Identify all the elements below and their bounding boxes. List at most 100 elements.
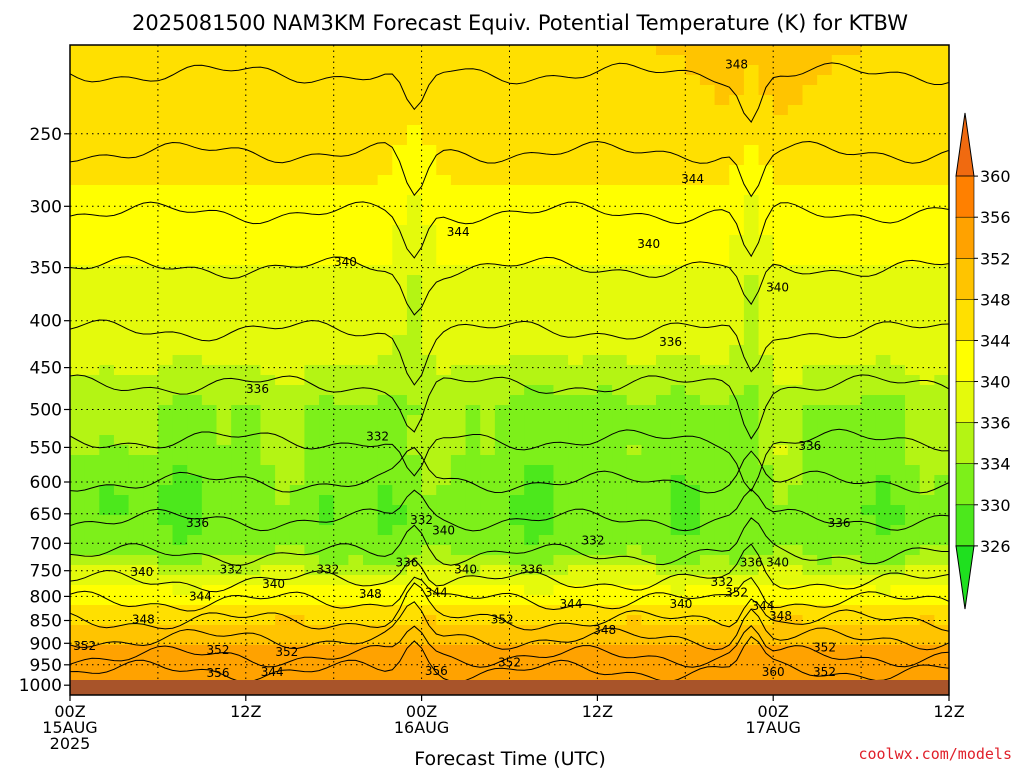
heatmap-cell bbox=[465, 455, 481, 466]
heatmap-cell bbox=[758, 145, 774, 156]
heatmap-cell bbox=[84, 375, 100, 386]
heatmap-cell bbox=[113, 85, 130, 96]
heatmap-cell bbox=[582, 445, 598, 456]
heatmap-cell bbox=[319, 575, 335, 586]
heatmap-cell bbox=[172, 585, 188, 596]
heatmap-cell bbox=[685, 395, 701, 406]
heatmap-cell bbox=[143, 305, 159, 316]
contour-label: 340 bbox=[766, 281, 789, 295]
heatmap-cell bbox=[157, 615, 174, 626]
heatmap-cell bbox=[612, 45, 628, 56]
heatmap-cell bbox=[802, 495, 818, 506]
heatmap-cell bbox=[817, 285, 833, 296]
heatmap-cell bbox=[758, 105, 774, 116]
heatmap-cell bbox=[319, 145, 335, 156]
heatmap-cell bbox=[553, 615, 569, 626]
heatmap-cell bbox=[656, 375, 672, 386]
heatmap-cell bbox=[905, 275, 921, 286]
heatmap-cell bbox=[597, 595, 613, 606]
heatmap-cell bbox=[875, 615, 891, 626]
heatmap-cell bbox=[787, 495, 804, 506]
heatmap-cell bbox=[846, 135, 862, 146]
heatmap-cell bbox=[143, 455, 159, 466]
heatmap-cell bbox=[128, 65, 144, 76]
heatmap-cell bbox=[377, 495, 393, 506]
heatmap-cell bbox=[231, 595, 247, 606]
heatmap-cell bbox=[494, 635, 511, 646]
heatmap-cell bbox=[348, 465, 364, 476]
heatmap-cell bbox=[319, 105, 335, 116]
heatmap-cell bbox=[699, 95, 716, 106]
heatmap-cell bbox=[875, 645, 891, 656]
heatmap-cell bbox=[919, 475, 935, 486]
heatmap-cell bbox=[670, 125, 686, 136]
heatmap-cell bbox=[421, 295, 437, 306]
heatmap-cell bbox=[128, 45, 144, 56]
heatmap-cell bbox=[275, 325, 291, 336]
heatmap-cell bbox=[157, 375, 174, 386]
heatmap-cell bbox=[392, 145, 408, 156]
heatmap-cell bbox=[641, 395, 657, 406]
heatmap-cell bbox=[172, 535, 188, 546]
heatmap-cell bbox=[113, 615, 130, 626]
heatmap-cell bbox=[363, 215, 379, 226]
heatmap-cell bbox=[289, 645, 305, 656]
heatmap-cell bbox=[758, 485, 774, 496]
heatmap-cell bbox=[875, 55, 891, 66]
heatmap-cell bbox=[319, 595, 335, 606]
heatmap-cell bbox=[743, 245, 760, 256]
heatmap-cell bbox=[99, 335, 115, 346]
heatmap-cell bbox=[113, 185, 130, 196]
heatmap-cell bbox=[890, 435, 906, 446]
heatmap-cell bbox=[626, 595, 642, 606]
heatmap-cell bbox=[187, 575, 203, 586]
heatmap-cell bbox=[905, 515, 921, 526]
heatmap-cell bbox=[99, 425, 115, 436]
heatmap-cell bbox=[670, 285, 686, 296]
heatmap-cell bbox=[509, 145, 525, 156]
heatmap-cell bbox=[70, 105, 86, 116]
heatmap-cell bbox=[758, 405, 774, 416]
heatmap-cell bbox=[597, 585, 613, 596]
heatmap-cell bbox=[70, 235, 86, 246]
heatmap-cell bbox=[231, 485, 247, 496]
heatmap-cell bbox=[157, 165, 174, 176]
heatmap-cell bbox=[553, 125, 569, 136]
heatmap-cell bbox=[875, 475, 891, 486]
heatmap-cell bbox=[934, 105, 949, 116]
heatmap-cell bbox=[699, 325, 716, 336]
heatmap-cell bbox=[509, 405, 525, 416]
heatmap-cell bbox=[377, 135, 393, 146]
heatmap-cell bbox=[421, 145, 437, 156]
heatmap-cell bbox=[275, 555, 291, 566]
heatmap-cell bbox=[919, 305, 935, 316]
heatmap-cell bbox=[612, 165, 628, 176]
heatmap-cell bbox=[333, 295, 349, 306]
heatmap-cell bbox=[392, 585, 408, 596]
heatmap-cell bbox=[275, 275, 291, 286]
heatmap-cell bbox=[157, 255, 174, 266]
heatmap-cell bbox=[143, 65, 159, 76]
heatmap-cell bbox=[714, 395, 730, 406]
heatmap-cell bbox=[392, 85, 408, 96]
heatmap-cell bbox=[289, 635, 305, 646]
heatmap-cell bbox=[260, 665, 276, 676]
heatmap-cell bbox=[861, 545, 877, 556]
heatmap-cell bbox=[685, 595, 701, 606]
heatmap-cell bbox=[304, 295, 320, 306]
heatmap-cell bbox=[99, 505, 115, 516]
heatmap-cell bbox=[406, 205, 423, 216]
heatmap-cell bbox=[216, 395, 232, 406]
heatmap-cell bbox=[538, 125, 555, 136]
heatmap-cell bbox=[99, 475, 115, 486]
heatmap-cell bbox=[392, 355, 408, 366]
heatmap-cell bbox=[480, 495, 496, 506]
heatmap-cell bbox=[289, 135, 305, 146]
heatmap-cell bbox=[304, 95, 320, 106]
heatmap-cell bbox=[656, 355, 672, 366]
heatmap-cell bbox=[890, 605, 906, 616]
heatmap-cell bbox=[392, 565, 408, 576]
heatmap-cell bbox=[685, 385, 701, 396]
heatmap-cell bbox=[84, 545, 100, 556]
heatmap-cell bbox=[670, 415, 686, 426]
